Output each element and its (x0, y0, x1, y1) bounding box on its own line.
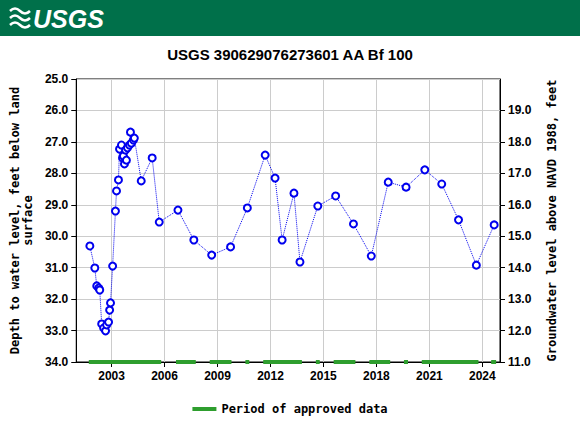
svg-text:34.0: 34.0 (45, 355, 69, 369)
svg-text:2012: 2012 (257, 369, 284, 383)
svg-text:2018: 2018 (363, 369, 390, 383)
svg-text:14.0: 14.0 (508, 261, 532, 275)
svg-text:Period of approved data: Period of approved data (221, 402, 387, 416)
svg-text:12.0: 12.0 (508, 324, 532, 338)
svg-text:29.0: 29.0 (45, 198, 69, 212)
svg-text:2015: 2015 (310, 369, 337, 383)
svg-text:2006: 2006 (151, 369, 178, 383)
svg-text:2021: 2021 (416, 369, 443, 383)
svg-text:2024: 2024 (469, 369, 496, 383)
svg-text:31.0: 31.0 (45, 261, 69, 275)
svg-text:26.0: 26.0 (45, 103, 69, 117)
svg-text:16.0: 16.0 (508, 198, 532, 212)
svg-text:2003: 2003 (98, 369, 125, 383)
svg-text:27.0: 27.0 (45, 135, 69, 149)
svg-text:13.0: 13.0 (508, 292, 532, 306)
svg-text:Groundwater level above NAVD 1: Groundwater level above NAVD 1988, feet (545, 80, 559, 362)
svg-text:2009: 2009 (204, 369, 231, 383)
svg-text:11.0: 11.0 (508, 355, 531, 369)
svg-text:19.0: 19.0 (508, 103, 532, 117)
svg-text:Depth to water level, feet bel: Depth to water level, feet below land (8, 87, 22, 354)
svg-text:15.0: 15.0 (508, 229, 532, 243)
svg-text:30.0: 30.0 (45, 229, 69, 243)
svg-text:USGS 390629076273601 AA Bf 100: USGS 390629076273601 AA Bf 100 (167, 46, 413, 63)
svg-text:28.0: 28.0 (45, 166, 69, 180)
svg-text:17.0: 17.0 (508, 166, 532, 180)
svg-text:surface: surface (21, 195, 35, 246)
svg-text:18.0: 18.0 (508, 135, 532, 149)
svg-text:USGS: USGS (33, 5, 104, 33)
svg-text:32.0: 32.0 (45, 292, 69, 306)
svg-text:25.0: 25.0 (45, 72, 69, 86)
svg-text:33.0: 33.0 (45, 324, 69, 338)
